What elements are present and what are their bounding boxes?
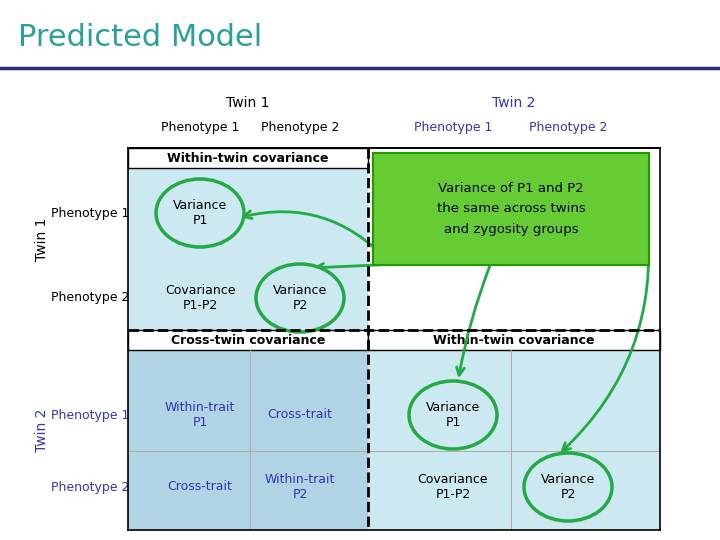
Bar	[368, 330, 660, 350]
Text: Cross-trait: Cross-trait	[168, 481, 233, 494]
Bar	[128, 148, 368, 330]
Text: Within-twin covariance: Within-twin covariance	[167, 152, 329, 165]
Ellipse shape	[409, 381, 497, 449]
Text: Covariance
P1-P2: Covariance P1-P2	[165, 284, 235, 312]
Text: Phenotype 1: Phenotype 1	[161, 120, 239, 133]
Text: Within-trait
P2: Within-trait P2	[265, 473, 336, 501]
Bar	[128, 330, 368, 530]
Text: Twin 2: Twin 2	[35, 408, 49, 451]
Text: Phenotype 1: Phenotype 1	[414, 120, 492, 133]
Text: Twin 1: Twin 1	[226, 96, 270, 110]
Text: Phenotype 2: Phenotype 2	[261, 120, 339, 133]
Ellipse shape	[524, 453, 612, 521]
Text: Phenotype 1: Phenotype 1	[51, 408, 129, 422]
Text: Covariance
P1-P2: Covariance P1-P2	[418, 473, 488, 501]
Text: Within-trait
P1: Within-trait P1	[165, 401, 235, 429]
Text: Twin 1: Twin 1	[35, 217, 49, 261]
Text: Variance
P2: Variance P2	[541, 473, 595, 501]
Text: Within-twin covariance: Within-twin covariance	[433, 334, 595, 347]
Text: Variance
P2: Variance P2	[273, 284, 327, 312]
Ellipse shape	[256, 264, 344, 332]
Text: Phenotype 2: Phenotype 2	[51, 292, 129, 305]
Text: Phenotype 2: Phenotype 2	[528, 120, 607, 133]
Bar	[128, 148, 368, 168]
Bar	[368, 330, 660, 530]
Text: Cross-twin covariance: Cross-twin covariance	[171, 334, 325, 347]
Text: Phenotype 1: Phenotype 1	[51, 206, 129, 219]
Text: Phenotype 2: Phenotype 2	[51, 481, 129, 494]
Text: Predicted Model: Predicted Model	[18, 24, 262, 52]
Text: Variance
P1: Variance P1	[173, 199, 227, 227]
Text: Twin 2: Twin 2	[492, 96, 536, 110]
Bar	[128, 330, 368, 350]
Ellipse shape	[156, 179, 244, 247]
Text: Variance of P1 and P2
the same across twins
and zygosity groups: Variance of P1 and P2 the same across tw…	[436, 183, 585, 235]
Text: Variance
P1: Variance P1	[426, 401, 480, 429]
Text: Cross-trait: Cross-trait	[268, 408, 333, 422]
FancyBboxPatch shape	[373, 153, 649, 265]
